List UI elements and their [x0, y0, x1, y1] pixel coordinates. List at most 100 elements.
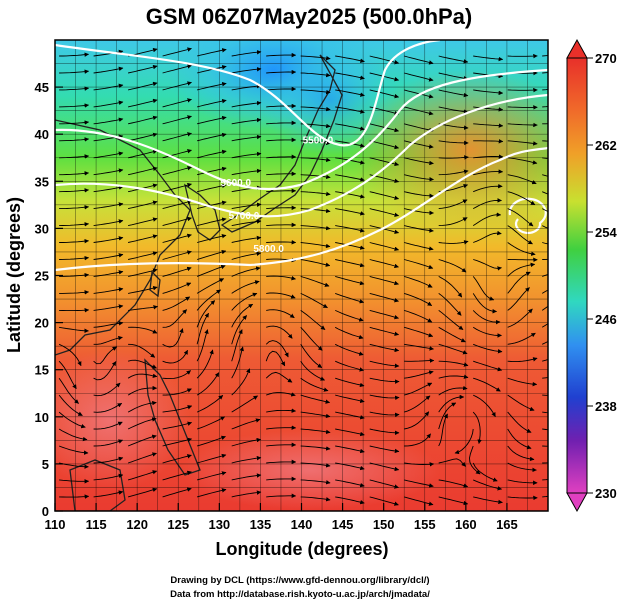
streamline: [128, 166, 158, 176]
streamline: [507, 191, 536, 206]
streamline: [266, 69, 297, 75]
streamline: [438, 385, 468, 396]
streamline: [93, 236, 124, 243]
streamline: [162, 148, 192, 159]
y-tick-label: 15: [35, 363, 49, 378]
streamline: [162, 349, 188, 364]
streamline: [128, 149, 158, 159]
credit-line-1: Drawing by DCL (https://www.gfd-dennou.o…: [170, 575, 429, 586]
streamline: [59, 154, 90, 159]
streamline: [507, 225, 533, 245]
streamline: [438, 402, 457, 430]
streamline: [59, 462, 89, 469]
streamline: [404, 191, 434, 199]
streamline: [438, 140, 469, 146]
streamline: [438, 217, 468, 227]
streamline: [335, 55, 365, 63]
streamline: [231, 202, 262, 210]
streamline: [266, 120, 297, 126]
streamline: [507, 332, 536, 345]
contour-line-5800: [55, 146, 548, 272]
streamline: [542, 394, 548, 396]
streamline: [59, 326, 89, 334]
streamline: [335, 123, 365, 131]
streamline: [128, 98, 158, 108]
streamline: [335, 479, 365, 488]
colorbar-body: [566, 57, 588, 494]
streamline: [454, 428, 474, 455]
streamline: [438, 169, 469, 176]
streamline: [472, 198, 502, 209]
streamline: [335, 89, 365, 97]
streamline: [335, 174, 365, 182]
streamline: [196, 435, 226, 447]
streamline: [369, 496, 399, 506]
streamline: [266, 408, 297, 413]
streamline: [162, 250, 192, 260]
streamline: [59, 120, 90, 125]
streamline: [128, 132, 158, 142]
streamline: [93, 287, 124, 294]
streamline: [507, 157, 538, 165]
streamline: [162, 216, 192, 227]
streamline: [93, 185, 124, 193]
streamline: [335, 191, 365, 199]
streamline: [93, 219, 124, 227]
streamline: [196, 471, 227, 481]
colorbar-bottom-triangle: [566, 492, 588, 513]
streamline: [128, 115, 158, 125]
streamline: [231, 66, 262, 74]
streamline: [335, 259, 365, 268]
streamline: [507, 357, 538, 363]
streamline: [59, 52, 90, 57]
streamline: [473, 154, 504, 159]
x-tick-label: 135: [250, 517, 272, 532]
x-tick-label: 150: [373, 517, 395, 532]
streamline: [438, 310, 464, 330]
x-tick-label: 155: [414, 517, 436, 532]
y-axis-label: Latitude (degrees): [4, 197, 24, 353]
streamline: [542, 411, 548, 414]
streamline: [196, 217, 227, 227]
streamline: [266, 325, 293, 339]
streamline: [300, 55, 331, 61]
streamline: [404, 123, 434, 133]
streamline: [335, 462, 365, 471]
pink-shading-south: [180, 430, 440, 510]
streamline: [334, 326, 364, 340]
streamline: [231, 251, 262, 260]
streamline: [196, 81, 227, 91]
streamline: [369, 123, 400, 133]
streamline: [473, 496, 503, 505]
streamline: [266, 392, 296, 397]
streamline: [404, 358, 435, 363]
streamline: [542, 191, 548, 195]
streamline: [404, 433, 431, 447]
streamline: [404, 72, 434, 82]
streamline: [404, 326, 434, 338]
streamline: [542, 140, 548, 142]
streamline: [93, 100, 124, 108]
streamline: [438, 458, 466, 467]
streamline: [59, 290, 90, 295]
streamline: [162, 454, 192, 464]
streamline: [162, 132, 192, 142]
streamline: [59, 494, 90, 499]
streamline: [59, 69, 90, 74]
streamline: [162, 405, 193, 413]
streamline: [231, 303, 254, 328]
streamline: [196, 289, 221, 311]
streamline: [404, 225, 434, 233]
streamline: [196, 488, 227, 498]
streamline: [59, 255, 90, 261]
streamline: [404, 106, 434, 116]
streamline: [300, 411, 331, 419]
streamline: [438, 199, 468, 210]
streamline: [369, 191, 400, 201]
streamline: [59, 188, 90, 193]
streamline: [404, 479, 434, 488]
streamline: [162, 182, 192, 193]
streamline: [542, 258, 548, 260]
streamline: [404, 259, 434, 270]
streamline: [438, 394, 465, 413]
